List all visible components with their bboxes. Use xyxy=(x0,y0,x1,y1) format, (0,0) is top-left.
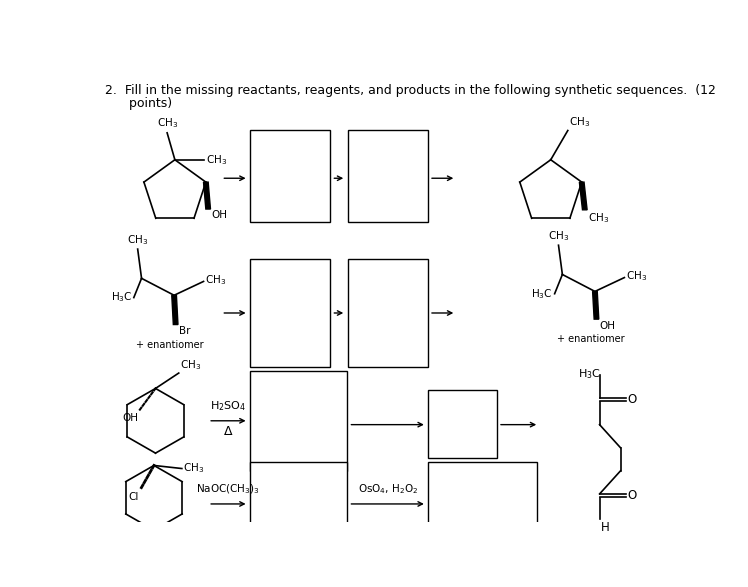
Text: H$_3$C: H$_3$C xyxy=(111,291,132,305)
Text: OsO$_4$, H$_2$O$_2$: OsO$_4$, H$_2$O$_2$ xyxy=(358,483,418,496)
Text: CH$_3$: CH$_3$ xyxy=(180,357,201,372)
Text: OH: OH xyxy=(600,321,616,330)
Text: OH: OH xyxy=(123,413,138,423)
Text: NaOC(CH$_3$)$_3$: NaOC(CH$_3$)$_3$ xyxy=(197,483,260,496)
Polygon shape xyxy=(203,182,210,209)
Text: CH$_3$: CH$_3$ xyxy=(548,229,569,243)
Text: Cl: Cl xyxy=(128,492,138,502)
Text: H$_2$SO$_4$: H$_2$SO$_4$ xyxy=(210,399,246,413)
Text: 2.  Fill in the missing reactants, reagents, and products in the following synth: 2. Fill in the missing reactants, reagen… xyxy=(105,85,716,97)
Text: CH$_3$: CH$_3$ xyxy=(156,117,178,130)
Text: CH$_3$: CH$_3$ xyxy=(569,115,591,129)
Bar xyxy=(250,259,330,367)
Bar xyxy=(348,130,428,222)
Bar xyxy=(250,461,347,564)
Text: H: H xyxy=(601,521,610,534)
Text: O: O xyxy=(628,393,637,406)
Text: O: O xyxy=(628,489,637,502)
Text: + enantiomer: + enantiomer xyxy=(136,340,204,350)
Polygon shape xyxy=(592,291,599,319)
Bar xyxy=(348,259,428,367)
Text: CH$_3$: CH$_3$ xyxy=(183,461,205,475)
Text: CH$_3$: CH$_3$ xyxy=(127,233,148,247)
Text: points): points) xyxy=(105,97,172,110)
Bar xyxy=(429,390,497,458)
Text: CH$_3$: CH$_3$ xyxy=(206,153,227,167)
Text: CH$_3$: CH$_3$ xyxy=(588,211,609,225)
Text: H$_3$C: H$_3$C xyxy=(531,287,553,301)
Text: CH$_3$: CH$_3$ xyxy=(626,269,647,283)
Text: H$_3$C: H$_3$C xyxy=(578,367,601,382)
Bar xyxy=(250,371,347,471)
Text: OH: OH xyxy=(211,210,227,220)
Polygon shape xyxy=(580,182,587,210)
Text: Br: Br xyxy=(179,326,190,336)
Bar xyxy=(250,130,330,222)
Text: $\Delta$: $\Delta$ xyxy=(223,424,233,438)
Text: + enantiomer: + enantiomer xyxy=(557,334,625,344)
Bar xyxy=(429,461,537,564)
Text: CH$_3$: CH$_3$ xyxy=(205,273,227,287)
Polygon shape xyxy=(172,295,178,325)
